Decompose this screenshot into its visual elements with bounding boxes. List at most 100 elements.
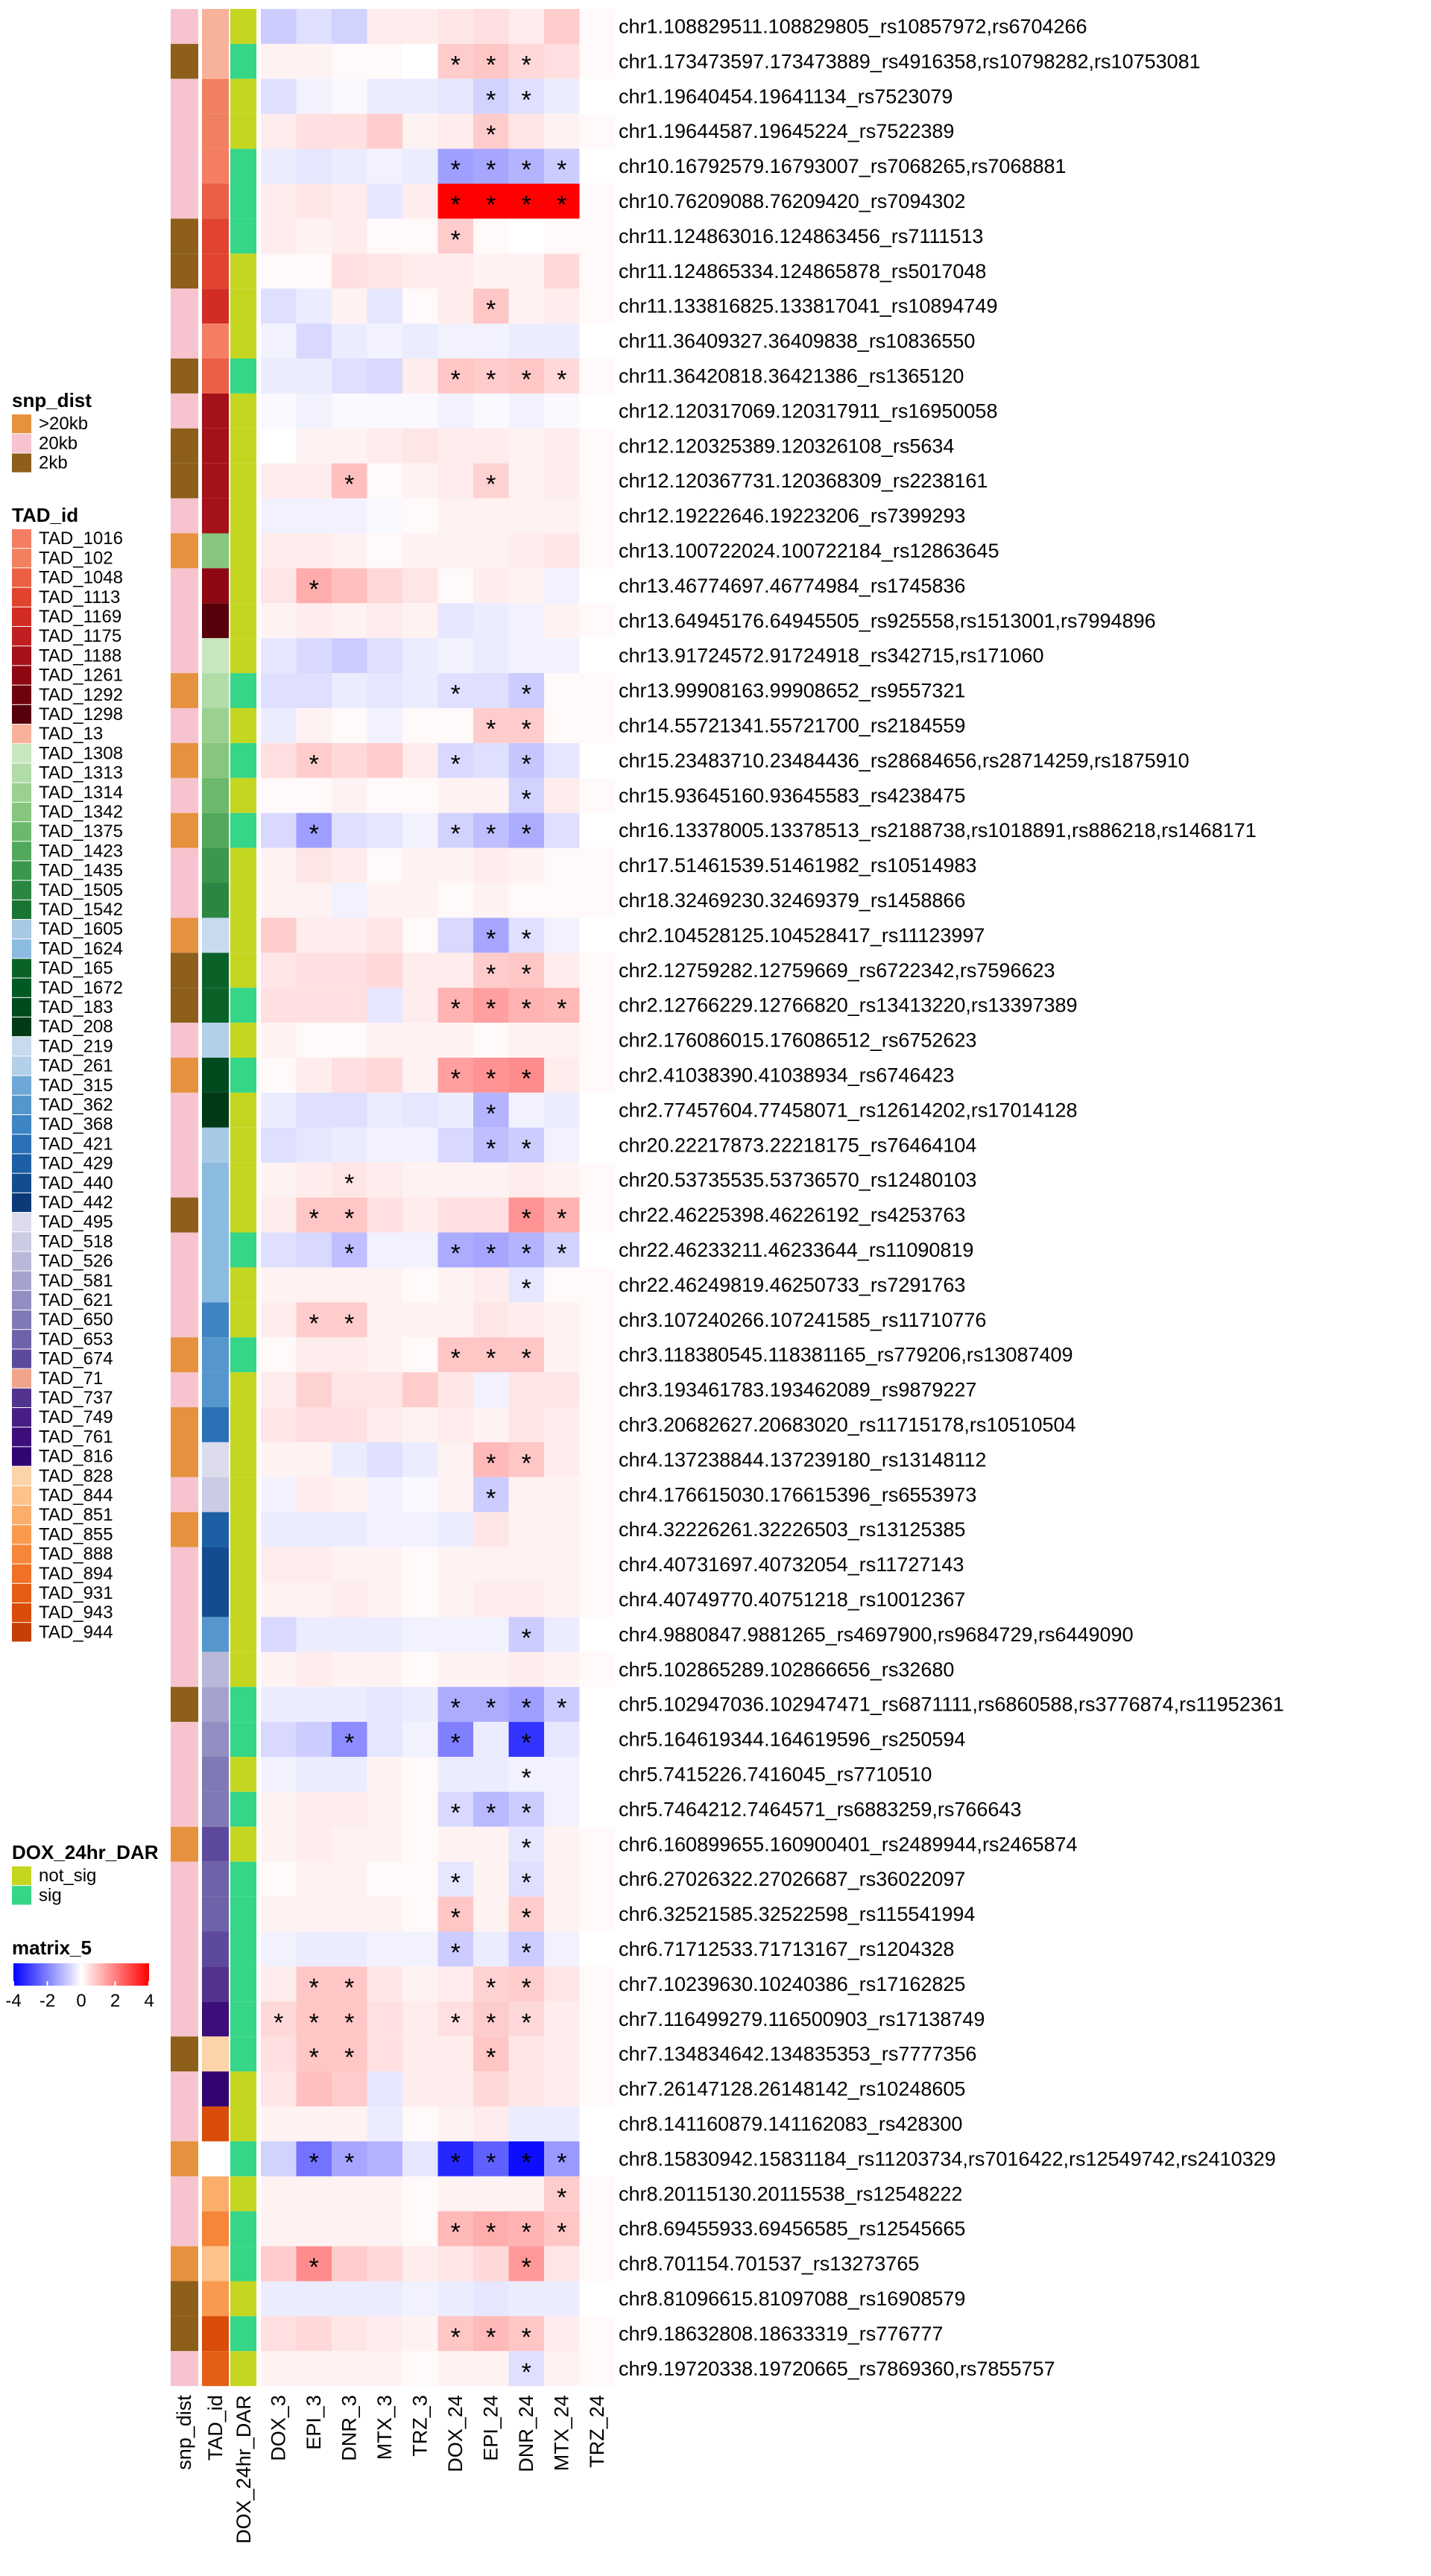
tad-id-cell xyxy=(201,1722,230,1757)
tad-id-legend-swatch xyxy=(12,1349,31,1368)
significance-star: * xyxy=(451,156,461,184)
heatmap-cell xyxy=(437,2141,473,2176)
dar-cell xyxy=(230,1757,258,1792)
heatmap-cell xyxy=(367,2001,402,2037)
snp-dist-cell xyxy=(170,78,198,114)
significance-star: * xyxy=(522,1240,531,1268)
heatmap-cell xyxy=(261,1267,297,1303)
heatmap-cell xyxy=(437,1477,473,1512)
dar-cell xyxy=(230,742,258,778)
heatmap-cell xyxy=(437,2106,473,2141)
heatmap-cell xyxy=(296,708,332,743)
heatmap-cell xyxy=(402,2141,438,2176)
heatmap-cell xyxy=(473,953,509,988)
heatmap-cell xyxy=(544,148,580,184)
significance-star: * xyxy=(522,1764,531,1792)
significance-star: * xyxy=(522,1694,531,1723)
dar-cell xyxy=(230,777,258,813)
heatmap-cell xyxy=(296,148,332,184)
significance-star: * xyxy=(451,681,461,709)
heatmap-cell xyxy=(508,148,544,184)
tad-id-legend-swatch xyxy=(12,1447,31,1466)
dar-cell xyxy=(230,2176,258,2212)
dar-cell xyxy=(230,812,258,848)
heatmap-cell xyxy=(332,603,367,639)
heatmap-cell xyxy=(367,1722,402,1757)
snp-dist-cell xyxy=(170,777,198,813)
tad-id-cell xyxy=(201,2036,230,2072)
heatmap-cell xyxy=(473,359,509,394)
dar-cell xyxy=(230,1477,258,1512)
heatmap-cell xyxy=(508,1687,544,1723)
heatmap-cell xyxy=(508,533,544,569)
heatmap-cell xyxy=(296,183,332,219)
heatmap-cell xyxy=(544,1966,580,2002)
heatmap-cell xyxy=(402,1931,438,1967)
heatmap-cell xyxy=(296,638,332,674)
row-label: chr8.141160879.141162083_rs428300 xyxy=(619,2112,962,2135)
tad-id-legend-swatch xyxy=(12,1213,31,1232)
heatmap-cell xyxy=(402,742,438,778)
heatmap-cell xyxy=(473,1547,509,1582)
heatmap-cell xyxy=(367,1757,402,1792)
heatmap-cell xyxy=(332,1023,367,1058)
row-label: chr2.176086015.176086512_rs6752623 xyxy=(619,1029,976,1052)
significance-star: * xyxy=(344,1169,354,1198)
heatmap-cell xyxy=(332,1127,367,1163)
tad-id-legend-swatch xyxy=(12,900,31,919)
snp-dist-cell xyxy=(170,1931,198,1967)
tad-id-legend-swatch xyxy=(12,1232,31,1251)
heatmap-cell xyxy=(402,1337,438,1373)
tad-id-legend-swatch xyxy=(12,959,31,978)
heatmap-cell xyxy=(296,1407,332,1442)
heatmap-cell xyxy=(367,359,402,394)
heatmap-cell xyxy=(367,1162,402,1198)
heatmap-cell xyxy=(437,253,473,289)
snp-dist-cell xyxy=(170,1687,198,1723)
snp-dist-legend-swatch xyxy=(12,434,31,453)
heatmap-cell xyxy=(508,463,544,499)
heatmap-cell xyxy=(367,1826,402,1862)
heatmap-cell xyxy=(544,2246,580,2282)
heatmap-cell xyxy=(473,1582,509,1617)
snp-dist-cell xyxy=(170,1442,198,1477)
heatmap-cell xyxy=(402,2036,438,2072)
heatmap-cell xyxy=(508,1617,544,1652)
tad-id-cell xyxy=(201,1966,230,2002)
significance-star: * xyxy=(486,925,496,953)
heatmap-cell xyxy=(544,1337,580,1373)
heatmap-cell xyxy=(473,183,509,219)
heatmap-cell xyxy=(402,323,438,359)
heatmap-cell xyxy=(473,2176,509,2212)
heatmap-cell xyxy=(579,533,615,569)
heatmap-cell xyxy=(296,1337,332,1373)
heatmap-cell xyxy=(261,918,297,953)
tad-id-legend-swatch xyxy=(12,1583,31,1603)
row-label: chr5.102947036.102947471_rs6871111,rs686… xyxy=(619,1693,1284,1716)
heatmap-cell xyxy=(261,1337,297,1373)
heatmap-cell xyxy=(261,1407,297,1442)
heatmap-cell xyxy=(332,1896,367,1932)
heatmap-cell xyxy=(367,2281,402,2317)
heatmap-cell xyxy=(296,43,332,79)
heatmap-cell xyxy=(332,2001,367,2037)
heatmap-cell xyxy=(508,777,544,813)
heatmap-cell xyxy=(508,2281,544,2317)
heatmap-cell xyxy=(367,673,402,708)
dar-cell xyxy=(230,428,258,464)
heatmap-cell xyxy=(332,218,367,254)
heatmap-cell xyxy=(437,638,473,674)
heatmap-cell xyxy=(367,2351,402,2387)
heatmap-cell xyxy=(296,1931,332,1967)
heatmap-cell xyxy=(508,1302,544,1338)
heatmap-cell xyxy=(473,288,509,324)
heatmap-cell xyxy=(508,1512,544,1547)
heatmap-cell xyxy=(367,1617,402,1652)
heatmap-cell xyxy=(402,1442,438,1477)
heatmap-cell xyxy=(402,1023,438,1058)
heatmap-cell xyxy=(473,812,509,848)
heatmap-cell xyxy=(579,359,615,394)
heatmap-cell xyxy=(402,777,438,813)
heatmap-cell xyxy=(579,1896,615,1932)
heatmap-cell xyxy=(508,1127,544,1163)
